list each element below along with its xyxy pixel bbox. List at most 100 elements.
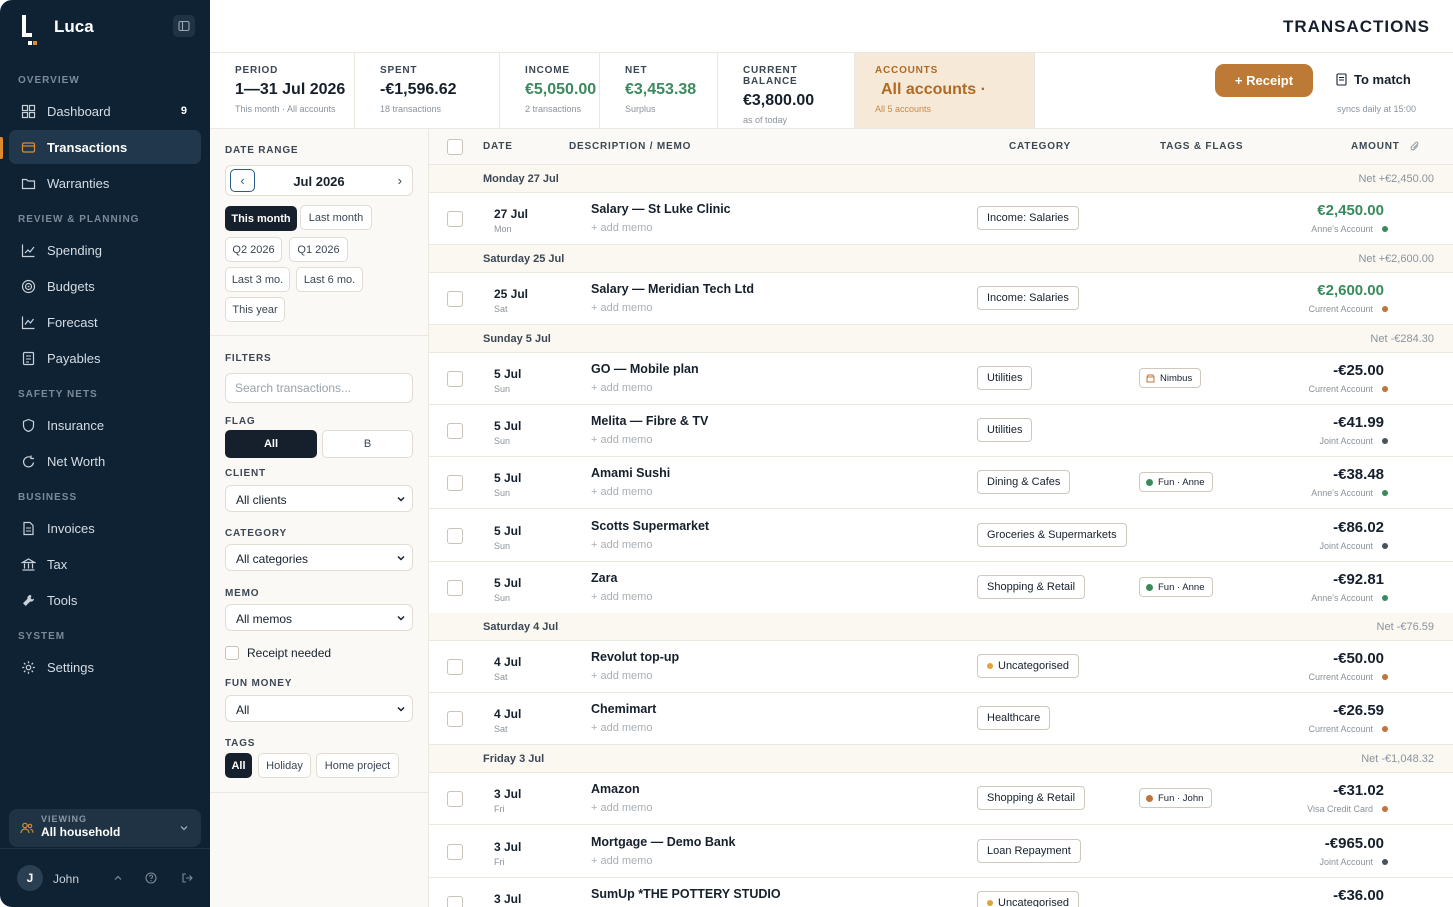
sidebar-item-net-worth[interactable]: Net Worth bbox=[9, 444, 201, 478]
row-description[interactable]: Revolut top-up bbox=[591, 650, 680, 664]
row-description[interactable]: Amazon bbox=[591, 782, 640, 796]
table-row[interactable]: 5 Jul Sun Amami Sushi + add memo Dining & Ca… bbox=[429, 457, 1453, 509]
brand[interactable]: Luca bbox=[20, 14, 94, 45]
checkbox[interactable] bbox=[225, 646, 239, 660]
table-row[interactable]: 27 Jul Mon Salary — St Luke Clinic + add me… bbox=[429, 193, 1453, 245]
row-checkbox[interactable] bbox=[447, 580, 463, 596]
sidebar-item-spending[interactable]: Spending bbox=[9, 233, 201, 267]
category-pill[interactable]: Utilities bbox=[977, 418, 1033, 442]
previous-month-button[interactable]: ‹ bbox=[230, 169, 255, 192]
row-checkbox[interactable] bbox=[447, 791, 463, 807]
select-all-checkbox[interactable] bbox=[447, 139, 463, 155]
table-row[interactable]: 4 Jul Sat Revolut top-up + add memo Uncatego… bbox=[429, 641, 1453, 693]
sidebar-item-warranties[interactable]: Warranties bbox=[9, 166, 201, 200]
fun-money-select[interactable]: All bbox=[225, 695, 413, 722]
table-row[interactable]: 3 Jul Fri Amazon + add memo Shopping & Retai… bbox=[429, 773, 1453, 825]
add-memo-link[interactable]: + add memo bbox=[591, 802, 653, 814]
sidebar-item-tools[interactable]: Tools bbox=[9, 583, 201, 617]
preset-last-6-mo-[interactable]: Last 6 mo. bbox=[296, 267, 363, 292]
table-row[interactable]: 5 Jul Sun Melita — Fibre & TV + add memo Uti… bbox=[429, 405, 1453, 457]
add-memo-link[interactable]: + add memo bbox=[591, 539, 653, 551]
stat-accounts[interactable]: ACCOUNTS All accounts · All 5 accounts bbox=[855, 53, 1035, 128]
tag-pill[interactable]: Fun · John bbox=[1139, 788, 1213, 808]
tag-pill[interactable]: Fun · Anne bbox=[1139, 472, 1214, 492]
sidebar-item-invoices[interactable]: Invoices bbox=[9, 511, 201, 545]
to-match-button[interactable]: To match bbox=[1336, 72, 1411, 87]
category-pill[interactable]: Income: Salaries bbox=[977, 286, 1079, 310]
tag-filter-home-project[interactable]: Home project bbox=[316, 753, 399, 778]
preset-this-year[interactable]: This year bbox=[225, 297, 285, 322]
row-description[interactable]: GO — Mobile plan bbox=[591, 362, 699, 376]
table-row[interactable]: 5 Jul Sun GO — Mobile plan + add memo Utilit… bbox=[429, 353, 1453, 405]
avatar[interactable]: J bbox=[17, 865, 43, 891]
row-description[interactable]: Salary — Meridian Tech Ltd bbox=[591, 282, 755, 296]
category-pill[interactable]: Healthcare bbox=[977, 706, 1051, 730]
row-checkbox[interactable] bbox=[447, 211, 463, 227]
row-checkbox[interactable] bbox=[447, 475, 463, 491]
category-pill[interactable]: Utilities bbox=[977, 366, 1033, 390]
category-select[interactable]: All categories bbox=[225, 544, 413, 571]
add-memo-link[interactable]: + add memo bbox=[591, 486, 653, 498]
sidebar-item-transactions[interactable]: Transactions bbox=[9, 130, 201, 164]
memo-select[interactable]: All memos bbox=[225, 604, 413, 631]
category-pill[interactable]: Groceries & Supermarkets bbox=[977, 523, 1127, 547]
row-checkbox[interactable] bbox=[447, 371, 463, 387]
table-row[interactable]: 5 Jul Sun Scotts Supermarket + add memo Groc… bbox=[429, 510, 1453, 562]
add-memo-link[interactable]: + add memo bbox=[591, 222, 653, 234]
preset-last-month[interactable]: Last month bbox=[300, 205, 372, 230]
preset-last-3-mo-[interactable]: Last 3 mo. bbox=[225, 267, 290, 292]
collapse-sidebar-button[interactable] bbox=[173, 15, 195, 37]
sidebar-item-settings[interactable]: Settings bbox=[9, 650, 201, 684]
category-pill[interactable]: Dining & Cafes bbox=[977, 470, 1071, 494]
column-description[interactable]: DESCRIPTION / MEMO bbox=[569, 141, 692, 152]
sidebar-item-budgets[interactable]: Budgets bbox=[9, 269, 201, 303]
tag-pill[interactable]: Fun · Anne bbox=[1139, 577, 1214, 597]
column-tags-flags[interactable]: TAGS & FLAGS bbox=[1160, 141, 1244, 152]
add-memo-link[interactable]: + add memo bbox=[591, 670, 653, 682]
row-description[interactable]: Scotts Supermarket bbox=[591, 519, 710, 533]
sidebar-item-dashboard[interactable]: Dashboard 9 bbox=[9, 94, 201, 128]
add-receipt-button[interactable]: + Receipt bbox=[1215, 64, 1313, 97]
receipt-needed-checkbox[interactable]: Receipt needed bbox=[225, 646, 331, 660]
row-description[interactable]: Zara bbox=[591, 571, 618, 585]
chevron-up-icon[interactable] bbox=[112, 872, 124, 884]
add-memo-link[interactable]: + add memo bbox=[591, 722, 653, 734]
row-description[interactable]: Chemimart bbox=[591, 702, 657, 716]
category-pill[interactable]: Uncategorised bbox=[977, 891, 1079, 907]
row-description[interactable]: SumUp *THE POTTERY STUDIO bbox=[591, 887, 781, 901]
row-description[interactable]: Melita — Fibre & TV bbox=[591, 414, 709, 428]
row-checkbox[interactable] bbox=[447, 291, 463, 307]
column-amount[interactable]: AMOUNT bbox=[1351, 141, 1400, 152]
add-memo-link[interactable]: + add memo bbox=[591, 434, 653, 446]
flag-option-all[interactable]: All bbox=[225, 430, 317, 458]
table-row[interactable]: 4 Jul Sat Chemimart + add memo Healthcare -€2… bbox=[429, 693, 1453, 745]
row-checkbox[interactable] bbox=[447, 659, 463, 675]
preset-q2-2026[interactable]: Q2 2026 bbox=[225, 237, 282, 262]
row-description[interactable]: Salary — St Luke Clinic bbox=[591, 202, 731, 216]
help-icon[interactable] bbox=[145, 872, 157, 884]
table-row[interactable]: 5 Jul Sun Zara + add memo Shopping & Retail F… bbox=[429, 562, 1453, 614]
add-memo-link[interactable]: + add memo bbox=[591, 302, 653, 314]
tag-pill[interactable]: Nimbus bbox=[1139, 368, 1202, 388]
logout-icon[interactable] bbox=[181, 872, 193, 884]
row-checkbox[interactable] bbox=[447, 844, 463, 860]
row-checkbox[interactable] bbox=[447, 528, 463, 544]
category-pill[interactable]: Shopping & Retail bbox=[977, 786, 1086, 810]
search-input[interactable] bbox=[226, 374, 412, 402]
category-pill[interactable]: Shopping & Retail bbox=[977, 575, 1086, 599]
viewing-selector[interactable]: VIEWING All household bbox=[9, 809, 201, 847]
next-month-button[interactable]: › bbox=[397, 173, 402, 188]
column-category[interactable]: CATEGORY bbox=[1009, 141, 1071, 152]
tag-filter-all[interactable]: All bbox=[225, 753, 252, 778]
row-checkbox[interactable] bbox=[447, 423, 463, 439]
add-memo-link[interactable]: + add memo bbox=[591, 855, 653, 867]
column-date[interactable]: DATE bbox=[483, 141, 513, 152]
table-row[interactable]: 3 Jul Fri Mortgage — Demo Bank + add memo Lo… bbox=[429, 826, 1453, 878]
preset-this-month[interactable]: This month bbox=[225, 206, 297, 231]
add-memo-link[interactable]: + add memo bbox=[591, 591, 653, 603]
row-checkbox[interactable] bbox=[447, 896, 463, 907]
tag-filter-holiday[interactable]: Holiday bbox=[258, 753, 311, 778]
category-pill[interactable]: Income: Salaries bbox=[977, 206, 1079, 230]
client-select[interactable]: All clients bbox=[225, 485, 413, 512]
